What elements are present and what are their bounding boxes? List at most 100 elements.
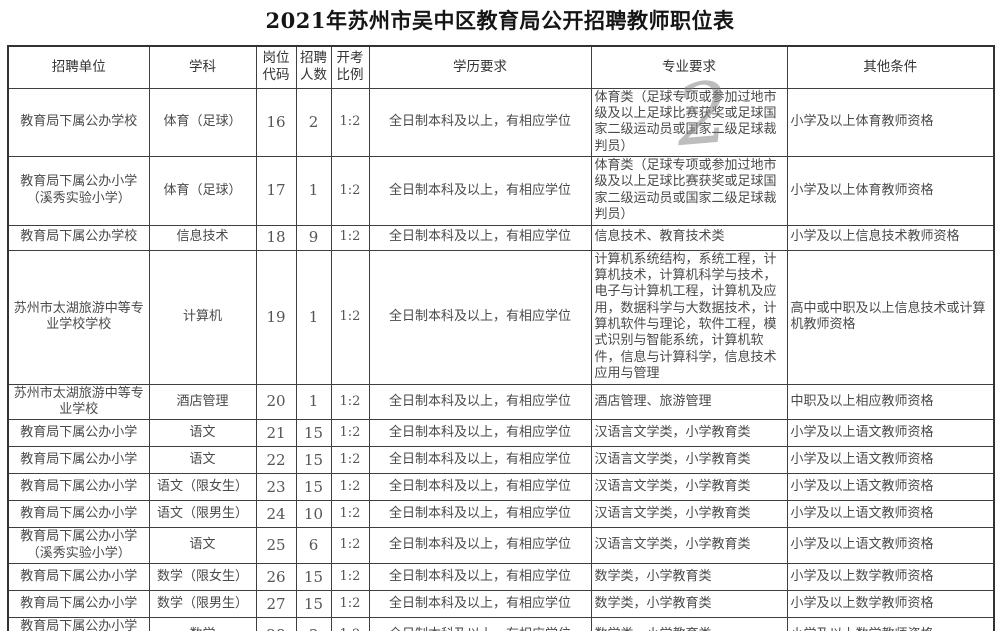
table-row: 教育局下属公办小学 数学（限男生） 27 15 1:2 全日制本科及以上，有相应… [7,590,995,618]
cell-major: 汉语言文学类，小学教育类 [590,500,788,529]
cell-ratio: 1:2 [330,473,370,502]
cell-unit: 教育局下属公办学校 [7,87,150,157]
table-row: 苏州市太湖旅游中等专业学校学校 计算机 19 1 1:2 全日制本科及以上，有相… [7,249,995,385]
cell-major: 汉语言文学类，小学教育类 [590,473,788,502]
cell-major: 计算机系统结构，系统工程，计算机技术，计算机科学与技术，电子与计算机工程，计算机… [590,249,788,385]
cell-subject: 语文 [148,527,257,564]
cell-subject: 数学（限男生） [148,590,257,618]
cell-count: 6 [295,527,332,564]
cell-code: 24 [255,500,297,529]
cell-education: 全日制本科及以上，有相应学位 [368,156,592,226]
cell-subject: 酒店管理 [148,383,257,421]
cell-unit: 教育局下属公办小学（溪秀实验小学） [7,616,150,631]
cell-code: 20 [255,383,297,421]
cell-education: 全日制本科及以上，有相应学位 [368,446,592,475]
cell-subject: 计算机 [148,249,257,385]
cell-major: 酒店管理、旅游管理 [590,383,788,421]
cell-education: 全日制本科及以上，有相应学位 [368,473,592,502]
cell-code: 18 [255,224,297,251]
header-count: 招聘人数 [295,45,332,89]
header-other: 其他条件 [786,45,995,89]
cell-code: 22 [255,446,297,475]
cell-ratio: 1:2 [330,87,370,157]
cell-ratio: 1:2 [330,249,370,385]
table-row: 教育局下属公办小学（溪秀实验小学） 体育（足球） 17 1 1:2 全日制本科及… [7,156,995,226]
cell-education: 全日制本科及以上，有相应学位 [368,616,592,631]
cell-subject: 信息技术 [148,224,257,251]
cell-ratio: 1:2 [330,590,370,618]
cell-education: 全日制本科及以上，有相应学位 [368,383,592,421]
table-row: 教育局下属公办小学（溪秀实验小学） 数学 28 3 1:2 全日制本科及以上，有… [7,616,995,631]
cell-subject: 数学（限女生） [148,563,257,591]
cell-other: 小学及以上语文教师资格 [786,446,995,475]
cell-other: 小学及以上体育教师资格 [786,87,995,157]
cell-ratio: 1:2 [330,446,370,475]
cell-major: 数学类，小学教育类 [590,563,788,591]
cell-code: 28 [255,616,297,631]
cell-count: 15 [295,446,332,475]
cell-other: 小学及以上语文教师资格 [786,500,995,529]
cell-ratio: 1:2 [330,224,370,251]
cell-major: 信息技术、教育技术类 [590,224,788,251]
cell-count: 9 [295,224,332,251]
cell-code: 16 [255,87,297,157]
cell-other: 小学及以上信息技术教师资格 [786,224,995,251]
cell-count: 15 [295,419,332,448]
cell-count: 10 [295,500,332,529]
page-title: 2021年苏州市吴中区教育局公开招聘教师职位表 [265,8,735,33]
cell-major: 汉语言文学类，小学教育类 [590,446,788,475]
table-row: 教育局下属公办小学 语文 21 15 1:2 全日制本科及以上，有相应学位 汉语… [7,419,995,448]
cell-unit: 教育局下属公办小学 [7,473,150,502]
table-header-row: 招聘单位 学科 岗位代码 招聘人数 开考比例 学历要求 专业要求 其他条件 [7,45,995,89]
cell-unit: 教育局下属公办小学（溪秀实验小学） [7,156,150,226]
cell-count: 15 [295,473,332,502]
cell-ratio: 1:2 [330,156,370,226]
header-education: 学历要求 [368,45,592,89]
cell-unit: 教育局下属公办小学（溪秀实验小学） [7,527,150,564]
cell-major: 体育类（足球专项或参加过地市级及以上足球比赛获奖或足球国家二级运动员或国家二级足… [590,87,788,157]
cell-code: 21 [255,419,297,448]
cell-ratio: 1:2 [330,527,370,564]
cell-education: 全日制本科及以上，有相应学位 [368,419,592,448]
recruitment-table: 招聘单位 学科 岗位代码 招聘人数 开考比例 学历要求 专业要求 其他条件 教育… [7,45,995,631]
cell-ratio: 1:2 [330,616,370,631]
table-row: 教育局下属公办小学 语文（限女生） 23 15 1:2 全日制本科及以上，有相应… [7,473,995,502]
table-row: 教育局下属公办小学 语文 22 15 1:2 全日制本科及以上，有相应学位 汉语… [7,446,995,475]
cell-other: 小学及以上数学教师资格 [786,563,995,591]
cell-unit: 教育局下属公办学校 [7,224,150,251]
header-ratio: 开考比例 [330,45,370,89]
cell-subject: 体育（足球） [148,156,257,226]
header-major: 专业要求 [590,45,788,89]
cell-count: 1 [295,249,332,385]
cell-count: 2 [295,87,332,157]
cell-unit: 教育局下属公办小学 [7,563,150,591]
cell-ratio: 1:2 [330,419,370,448]
cell-code: 25 [255,527,297,564]
cell-count: 3 [295,616,332,631]
cell-subject: 语文（限女生） [148,473,257,502]
cell-other: 中职及以上相应教师资格 [786,383,995,421]
cell-count: 15 [295,563,332,591]
cell-education: 全日制本科及以上，有相应学位 [368,87,592,157]
cell-subject: 语文（限男生） [148,500,257,529]
cell-code: 17 [255,156,297,226]
cell-major: 数学类，小学教育类 [590,590,788,618]
cell-education: 全日制本科及以上，有相应学位 [368,500,592,529]
cell-code: 27 [255,590,297,618]
cell-count: 15 [295,590,332,618]
cell-other: 小学及以上语文教师资格 [786,419,995,448]
cell-code: 19 [255,249,297,385]
cell-other: 高中或中职及以上信息技术或计算机教师资格 [786,249,995,385]
cell-education: 全日制本科及以上，有相应学位 [368,590,592,618]
cell-other: 小学及以上数学教师资格 [786,616,995,631]
cell-ratio: 1:2 [330,563,370,591]
cell-major: 体育类（足球专项或参加过地市级及以上足球比赛获奖或足球国家二级运动员或国家二级足… [590,156,788,226]
cell-education: 全日制本科及以上，有相应学位 [368,249,592,385]
cell-education: 全日制本科及以上，有相应学位 [368,224,592,251]
cell-unit: 教育局下属公办小学 [7,446,150,475]
table-row: 教育局下属公办学校 体育（足球） 16 2 1:2 全日制本科及以上，有相应学位… [7,87,995,157]
cell-other: 小学及以上语文教师资格 [786,527,995,564]
cell-other: 小学及以上数学教师资格 [786,590,995,618]
cell-count: 1 [295,156,332,226]
